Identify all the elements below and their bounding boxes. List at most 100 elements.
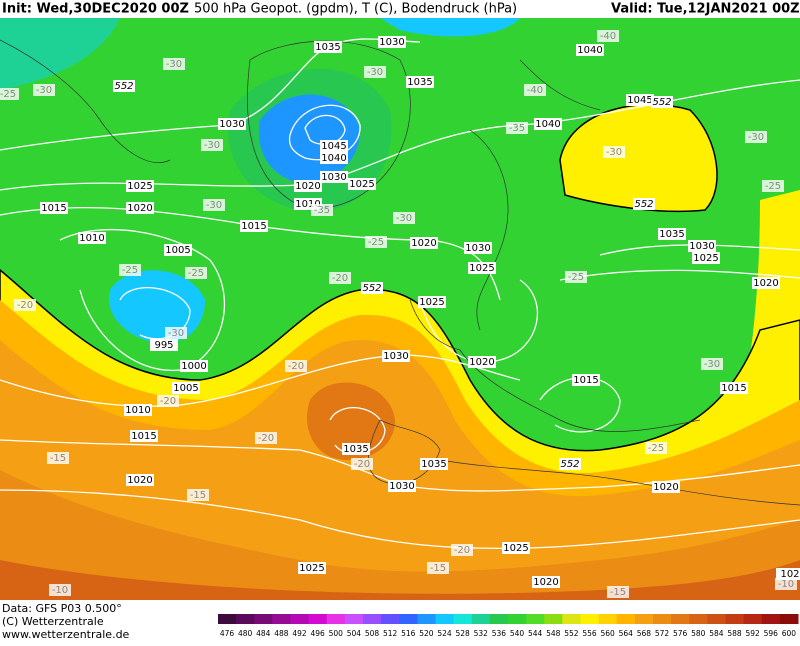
temperature-label: -30 <box>36 85 52 96</box>
temperature-label: -25 <box>122 265 138 276</box>
pressure-label-box <box>320 140 348 152</box>
pressure-label-box <box>40 202 68 214</box>
scale-swatch <box>616 614 636 624</box>
pressure-label: 1045 <box>321 141 346 152</box>
temperature-label: -30 <box>606 147 622 158</box>
scale-label: 580 <box>691 629 706 638</box>
pressure-label-box <box>126 180 154 192</box>
temperature-label: -20 <box>17 300 33 311</box>
scale-swatch <box>290 614 310 624</box>
contour-label-box <box>113 80 135 92</box>
scale-swatch <box>453 614 473 624</box>
temperature-label: -35 <box>509 123 525 134</box>
pressure-label: 1030 <box>465 243 490 254</box>
scale-swatch <box>381 614 400 624</box>
scale-swatch <box>326 614 346 624</box>
temperature-label: -10 <box>52 585 68 596</box>
pressure-label-box <box>532 576 560 588</box>
pressure-label: 1025 <box>469 263 494 274</box>
scale-swatch <box>743 614 763 624</box>
temperature-label: -30 <box>748 132 764 143</box>
pressure-label-box <box>688 240 716 252</box>
temperature-label-box <box>607 586 629 598</box>
scale-swatch <box>653 614 672 624</box>
pressure-label-box <box>150 339 178 351</box>
pressure-label-box <box>576 44 604 56</box>
temperature-label-box <box>14 299 36 311</box>
data-source: Data: GFS P03 0.500° <box>2 602 122 615</box>
warm-core-iberia <box>307 382 395 460</box>
scale-label: 524 <box>437 629 452 638</box>
cold-core-north <box>380 18 520 37</box>
scale-label: 496 <box>311 629 326 638</box>
pressure-label-box <box>172 382 200 394</box>
temperature-label-box <box>0 88 19 100</box>
temperature-label-box <box>47 452 69 464</box>
init-time: Init: Wed,30DEC2020 00Z <box>2 2 189 17</box>
pressure-label: 1005 <box>173 383 198 394</box>
temperature-label-box <box>393 212 415 224</box>
pressure-label: 1025 <box>127 181 152 192</box>
pressure-label: 1030 <box>383 351 408 362</box>
temperature-label-box <box>311 204 333 216</box>
pressure-label: 1015 <box>721 383 746 394</box>
temperature-label: -20 <box>332 273 348 284</box>
pressure-label: 1020 <box>469 357 494 368</box>
scale-label: 528 <box>456 629 471 638</box>
scale-swatch <box>779 614 799 624</box>
temperature-label: -20 <box>354 459 370 470</box>
pressure-label: 1030 <box>379 37 404 48</box>
scale-swatch <box>236 614 255 624</box>
pressure-label-box <box>406 76 434 88</box>
pressure-label-box <box>626 94 654 106</box>
scale-label: 600 <box>782 629 797 638</box>
scale-label: 476 <box>220 629 235 638</box>
temperature-label-box <box>427 562 449 574</box>
temperature-label-box <box>285 360 307 372</box>
contour-label-box <box>559 458 581 470</box>
scale-swatch <box>471 614 491 624</box>
scale-label: 488 <box>274 629 289 638</box>
temperature-label: -20 <box>258 433 274 444</box>
temperature-label-box <box>506 122 528 134</box>
temperature-label: -15 <box>610 587 626 598</box>
temperature-label: -15 <box>190 490 206 501</box>
pressure-label-box <box>752 277 780 289</box>
scale-swatch <box>508 614 527 624</box>
pressure-label: 1010 <box>79 233 104 244</box>
scale-label: 584 <box>709 629 724 638</box>
pressure-label: 1025 <box>299 563 324 574</box>
pressure-label-box <box>164 244 192 256</box>
scale-swatch <box>598 614 618 624</box>
pressure-label-box <box>652 481 680 493</box>
scale-label: 504 <box>347 629 362 638</box>
pressure-label-box <box>124 404 152 416</box>
temperature-label-box <box>351 458 373 470</box>
pressure-label: 1035 <box>421 459 446 470</box>
scale-swatch <box>634 614 654 624</box>
warm-region-568 <box>0 340 800 600</box>
temperature-label-box <box>163 58 185 70</box>
pressure-label: 1020 <box>753 278 778 289</box>
scale-label: 568 <box>637 629 652 638</box>
cold-core-atlantic <box>108 270 205 344</box>
pressure-label: 102 <box>780 569 799 580</box>
temperature-label: -40 <box>527 85 543 96</box>
pressure-label: 1035 <box>343 444 368 455</box>
pressure-label: 1040 <box>577 45 602 56</box>
scale-label: 588 <box>727 629 742 638</box>
pressure-label: 1025 <box>503 543 528 554</box>
valid-time: Valid: Tue,12JAN2021 00Z <box>611 2 800 17</box>
pressure-label-box <box>126 202 154 214</box>
temperature-label: -30 <box>367 67 383 78</box>
scale-swatch <box>671 614 690 624</box>
pressure-label-box <box>420 458 448 470</box>
temperature-label: -20 <box>454 545 470 556</box>
pressure-label-box <box>534 118 562 130</box>
pressure-label: 1035 <box>407 77 432 88</box>
temperature-label-box <box>157 395 179 407</box>
scale-swatch <box>254 614 273 624</box>
pressure-label: 1025 <box>419 297 444 308</box>
pressure-label-box <box>692 252 720 264</box>
